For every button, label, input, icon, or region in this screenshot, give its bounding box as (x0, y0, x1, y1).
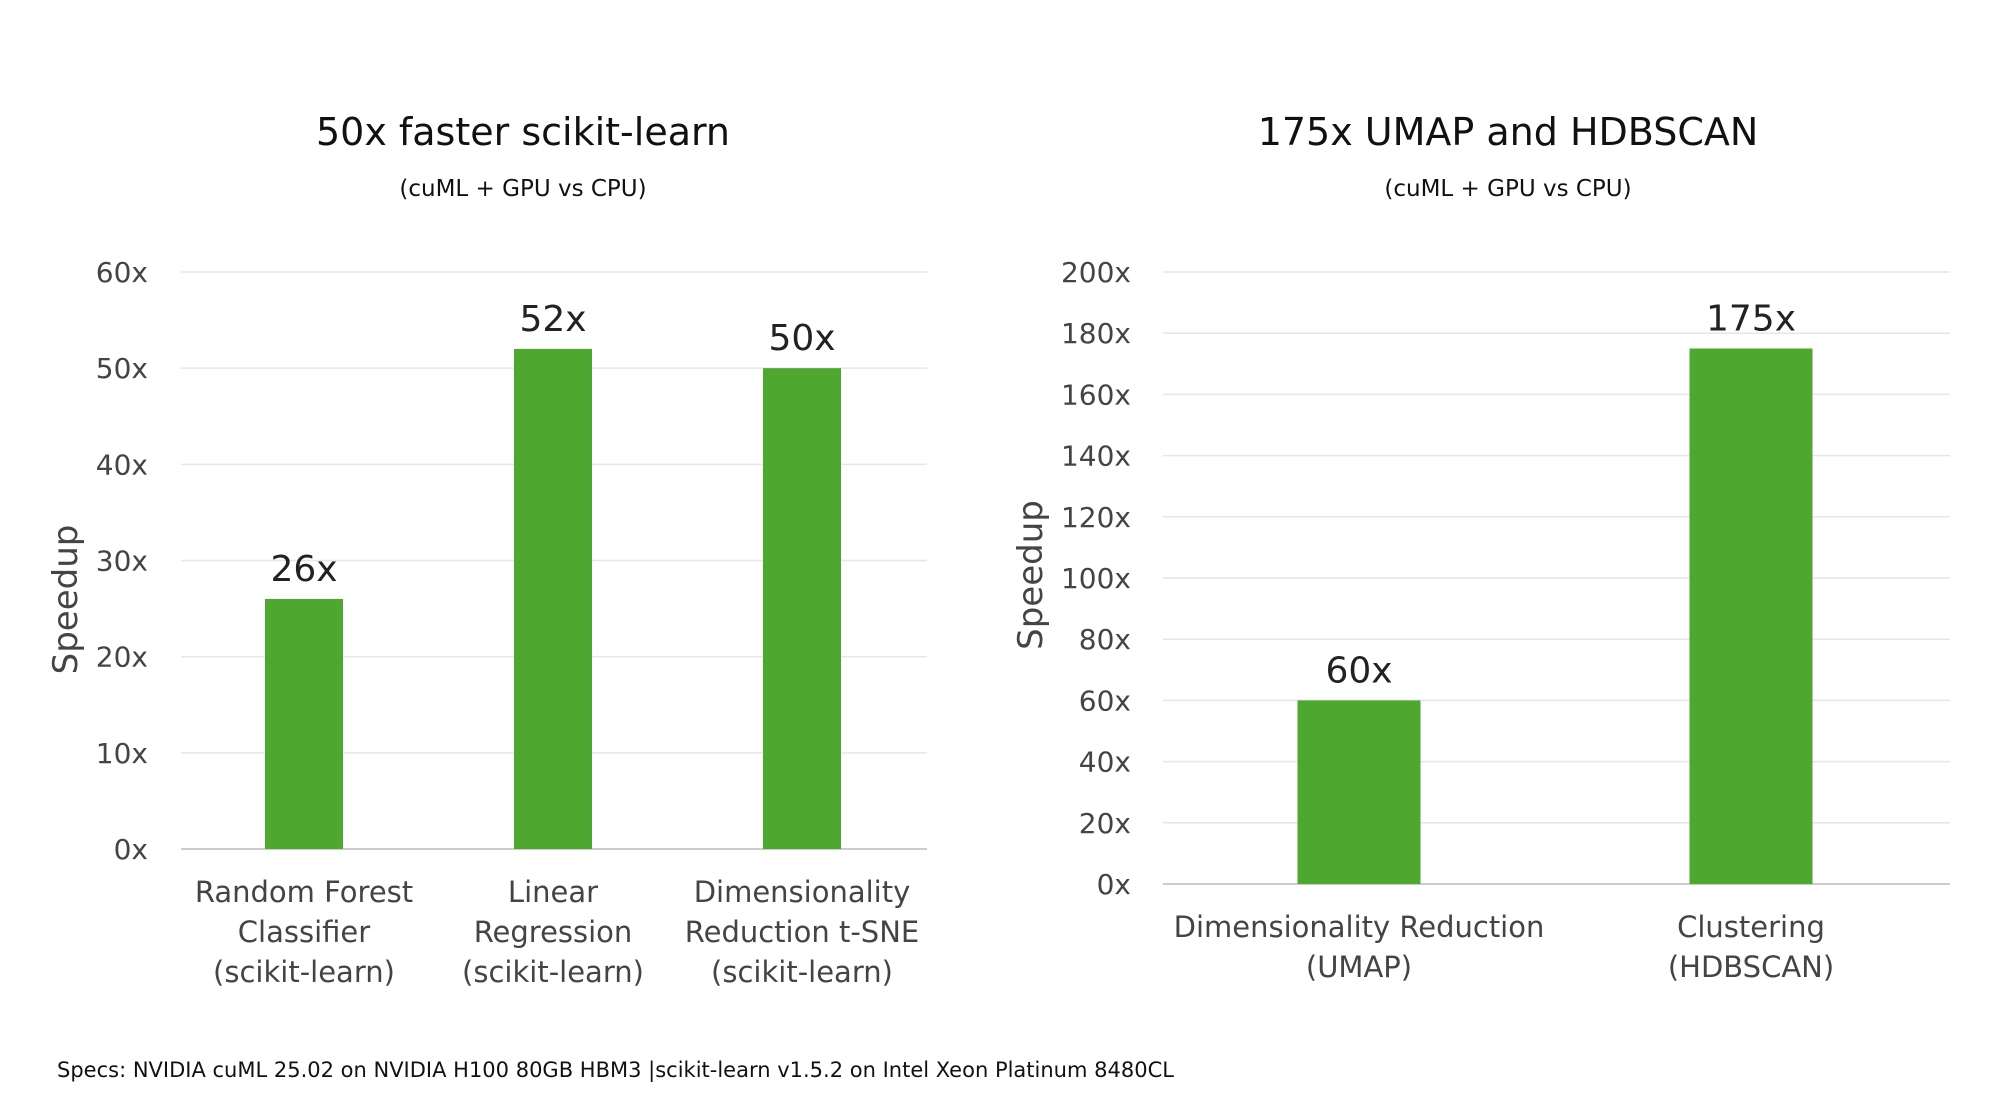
y-tick-label: 180x (1061, 317, 1131, 350)
y-tick-label: 20x (96, 641, 148, 674)
y-tick-label: 0x (114, 833, 148, 866)
bar-data-label: 60x (1325, 650, 1392, 691)
category-label: Clustering (1677, 910, 1825, 944)
category-label: Classifier (238, 915, 370, 949)
y-tick-label: 60x (96, 256, 148, 289)
specs-text: NVIDIA cuML 25.02 on NVIDIA H100 80GB HB… (126, 1058, 1174, 1082)
y-tick-label: 160x (1061, 378, 1131, 411)
y-tick-label: 60x (1079, 684, 1131, 717)
y-tick-label: 30x (96, 545, 148, 578)
category-label: (UMAP) (1306, 950, 1412, 984)
bar (1689, 348, 1813, 884)
y-tick-label: 10x (96, 737, 148, 770)
bar (265, 598, 343, 849)
category-label: Linear (508, 875, 598, 909)
bar (514, 348, 592, 849)
bar (763, 368, 841, 849)
category-label: Regression (474, 915, 633, 949)
bar-data-label: 26x (270, 549, 337, 590)
bar (1297, 700, 1421, 884)
category-label: Dimensionality (694, 875, 911, 909)
y-tick-label: 80x (1079, 623, 1131, 656)
chart-title: 50x faster scikit-learn (316, 110, 730, 154)
y-tick-label: 120x (1061, 501, 1131, 534)
chart-subtitle: (cuML + GPU vs CPU) (1384, 176, 1631, 202)
specs-footnote: Specs: NVIDIA cuML 25.02 on NVIDIA H100 … (57, 1058, 1174, 1082)
y-tick-label: 40x (96, 448, 148, 481)
y-tick-label: 40x (1079, 746, 1131, 779)
y-axis-label: Speedup (46, 525, 86, 675)
chart-title: 175x UMAP and HDBSCAN (1258, 110, 1759, 154)
specs-label: Specs: (57, 1058, 127, 1082)
y-tick-label: 20x (1079, 807, 1131, 840)
y-tick-label: 0x (1097, 868, 1131, 901)
category-label: Reduction t-SNE (685, 915, 919, 949)
category-label: Dimensionality Reduction (1174, 910, 1545, 944)
category-label: (scikit-learn) (213, 955, 395, 989)
category-label: (HDBSCAN) (1668, 950, 1834, 984)
y-tick-label: 100x (1061, 562, 1131, 595)
y-tick-label: 200x (1061, 256, 1131, 289)
bar-data-label: 52x (519, 299, 586, 340)
chart-subtitle: (cuML + GPU vs CPU) (399, 176, 646, 202)
category-label: (scikit-learn) (711, 955, 893, 989)
y-axis-label: Speedup (1011, 500, 1051, 650)
bar-data-label: 175x (1706, 299, 1796, 340)
y-tick-label: 50x (96, 352, 148, 385)
bar-data-label: 50x (768, 318, 835, 359)
category-label: Random Forest (195, 875, 413, 909)
category-label: (scikit-learn) (462, 955, 644, 989)
y-tick-label: 140x (1061, 440, 1131, 473)
